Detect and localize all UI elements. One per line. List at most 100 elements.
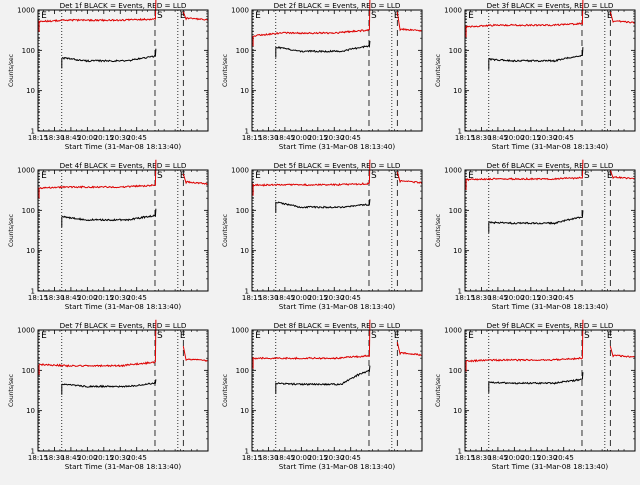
x-tick-label: 20:00 xyxy=(504,294,524,302)
series-lld-line xyxy=(182,11,208,21)
y-tick-label: 100 xyxy=(236,207,249,215)
y-tick-label: 1000 xyxy=(444,7,462,15)
x-tick-label: 18:45 xyxy=(61,454,81,462)
series-events-line xyxy=(61,379,157,395)
x-tick-label: 20:00 xyxy=(291,454,311,462)
marker-label: S xyxy=(371,11,377,21)
x-axis-label: Start Time (31-Mar-08 18:13:40) xyxy=(492,302,609,311)
marker-label: E xyxy=(468,171,474,181)
marker-label: E xyxy=(255,331,261,341)
marker-label: S xyxy=(371,331,377,341)
x-tick-label: 20:30 xyxy=(537,134,557,142)
y-axis-label: Counts/sec xyxy=(435,54,442,87)
y-tick-label: 1000 xyxy=(231,7,249,15)
marker-label: E xyxy=(394,11,400,21)
x-tick-label: 20:15 xyxy=(308,294,328,302)
y-tick-label: 100 xyxy=(22,47,35,55)
y-axis-label: Counts/sec xyxy=(222,54,229,87)
x-tick-label: 20:00 xyxy=(77,454,97,462)
series-events-line xyxy=(61,48,157,69)
marker-label: E xyxy=(394,171,400,181)
x-tick-label: 18:45 xyxy=(488,454,508,462)
y-tick-label: 1 xyxy=(31,448,35,456)
y-axis-label: Counts/sec xyxy=(435,214,442,247)
marker-label: E xyxy=(180,171,186,181)
series-lld-line xyxy=(465,319,584,372)
x-tick-label: 18:15 xyxy=(28,294,48,302)
x-tick-label: 18:45 xyxy=(275,134,295,142)
series-events-line xyxy=(488,372,584,393)
series-lld-line xyxy=(396,171,422,184)
y-tick-label: 1 xyxy=(245,448,249,456)
y-tick-label: 1 xyxy=(458,128,462,136)
series-lld-line xyxy=(252,319,371,369)
x-tick-label: 18:15 xyxy=(242,454,262,462)
y-tick-label: 1 xyxy=(245,288,249,296)
panel-3: Det 3f BLACK = Events, RED = LLD Counts/s… xyxy=(435,0,636,151)
y-tick-label: 1000 xyxy=(231,327,249,335)
x-tick-label: 20:45 xyxy=(127,454,147,462)
y-tick-label: 10 xyxy=(453,247,462,255)
x-tick-label: 18:45 xyxy=(61,294,81,302)
series-lld-line xyxy=(609,11,635,24)
x-tick-label: 18:30 xyxy=(44,294,64,302)
marker-label: S xyxy=(371,171,377,181)
y-tick-label: 100 xyxy=(236,47,249,55)
y-tick-label: 100 xyxy=(22,207,35,215)
x-tick-label: 20:30 xyxy=(537,294,557,302)
plot-frame xyxy=(251,329,423,452)
x-tick-label: 20:45 xyxy=(554,134,574,142)
marker-label: E xyxy=(607,331,613,341)
y-axis-label: Counts/sec xyxy=(222,374,229,407)
series-lld-line xyxy=(396,11,422,32)
panel-1: Det 1f BLACK = Events, RED = LLD Counts/s… xyxy=(8,0,209,151)
x-tick-label: 18:15 xyxy=(455,294,475,302)
x-tick-label: 20:15 xyxy=(94,134,114,142)
series-lld-line xyxy=(38,0,157,32)
x-tick-label: 20:15 xyxy=(521,454,541,462)
y-tick-label: 100 xyxy=(449,367,462,375)
marker-label: E xyxy=(180,11,186,21)
y-tick-label: 1000 xyxy=(231,167,249,175)
x-tick-label: 20:15 xyxy=(94,454,114,462)
y-tick-label: 1 xyxy=(458,448,462,456)
marker-label: E xyxy=(41,331,47,341)
series-lld-line xyxy=(182,346,208,362)
y-axis-label: Counts/sec xyxy=(8,214,15,247)
marker-label: S xyxy=(584,171,590,181)
y-axis-label: Counts/sec xyxy=(8,374,15,407)
x-tick-label: 20:45 xyxy=(554,454,574,462)
marker-label: S xyxy=(584,11,590,21)
x-tick-label: 20:45 xyxy=(127,134,147,142)
x-axis-label: Start Time (31-Mar-08 18:13:40) xyxy=(279,462,396,471)
x-tick-label: 20:00 xyxy=(291,134,311,142)
series-lld-line xyxy=(252,0,371,47)
panel-title: Det 2f BLACK = Events, RED = LLD xyxy=(274,1,401,10)
y-tick-label: 10 xyxy=(240,87,249,95)
y-tick-label: 10 xyxy=(26,87,35,95)
panel-title: Det 8f BLACK = Events, RED = LLD xyxy=(274,321,401,330)
series-events-line xyxy=(488,47,584,70)
y-tick-label: 1000 xyxy=(17,167,35,175)
series-events-line xyxy=(488,210,584,233)
x-tick-label: 18:45 xyxy=(61,134,81,142)
plot-frame xyxy=(251,169,423,292)
y-tick-label: 1 xyxy=(245,128,249,136)
y-tick-label: 1 xyxy=(31,288,35,296)
y-tick-label: 1000 xyxy=(17,7,35,15)
panel-title: Det 5f BLACK = Events, RED = LLD xyxy=(274,161,401,170)
plot-frame xyxy=(37,329,209,452)
series-events-line xyxy=(275,199,371,213)
x-tick-label: 20:30 xyxy=(324,134,344,142)
marker-label: E xyxy=(41,171,47,181)
y-tick-label: 10 xyxy=(453,87,462,95)
y-tick-label: 10 xyxy=(26,407,35,415)
plot-frame xyxy=(464,329,636,452)
series-events-line xyxy=(275,40,371,58)
panel-title: Det 1f BLACK = Events, RED = LLD xyxy=(60,1,187,10)
x-tick-label: 20:15 xyxy=(94,294,114,302)
x-tick-label: 18:30 xyxy=(258,454,278,462)
panel-8: Det 8f BLACK = Events, RED = LLD Counts/s… xyxy=(222,319,423,471)
series-events-line xyxy=(275,365,371,394)
